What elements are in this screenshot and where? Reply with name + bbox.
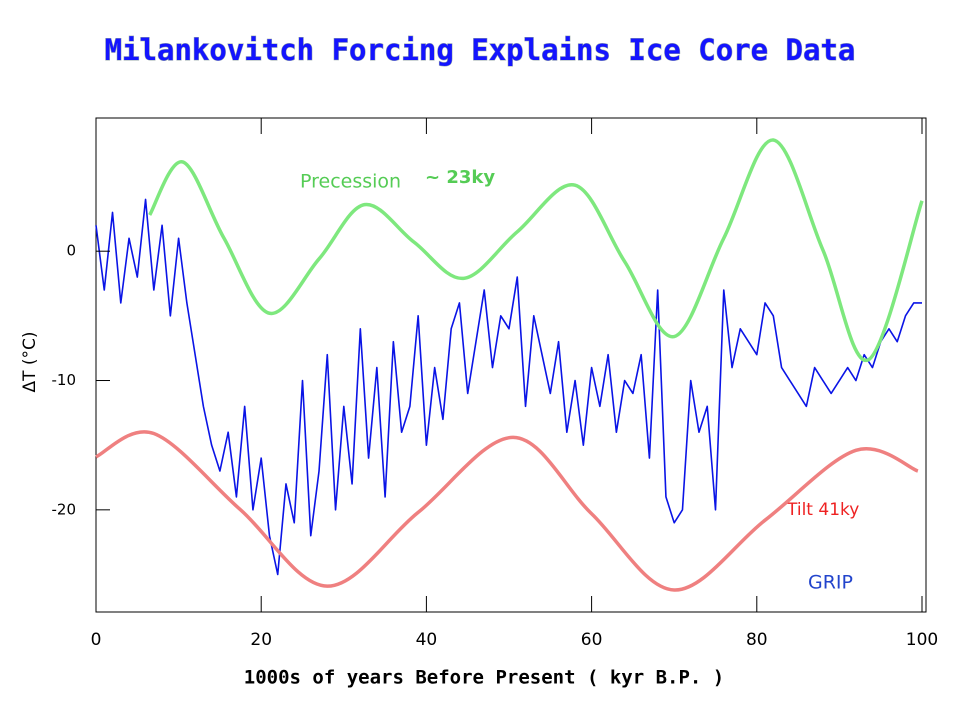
series-line xyxy=(148,138,924,362)
x-tick-label: 60 xyxy=(581,630,603,650)
series-line xyxy=(95,198,922,576)
x-tick-label: 100 xyxy=(906,630,938,650)
tilt-label: Tilt 41ky xyxy=(786,500,859,520)
y-axis-label: ΔT (°C) xyxy=(20,331,40,392)
chart-title: Milankovitch Forcing Explains Ice Core D… xyxy=(105,33,856,67)
y-tick-label: -10 xyxy=(52,371,77,389)
x-axis-label: 1000s of years Before Present ( kyr B.P.… xyxy=(244,667,724,689)
plot-frame xyxy=(95,117,927,613)
precession-label: Precession xyxy=(300,171,401,193)
x-tick-label: 40 xyxy=(416,630,438,650)
precession-period: ~ 23ky xyxy=(425,167,495,188)
y-tick-label: -20 xyxy=(52,500,77,518)
y-tick-label: 0 xyxy=(66,242,76,260)
x-tick-label: 0 xyxy=(91,630,102,650)
series-line xyxy=(95,430,919,592)
x-tick-label: 20 xyxy=(250,630,272,650)
x-tick-label: 80 xyxy=(746,630,768,650)
grip-label: GRIP xyxy=(808,572,853,594)
